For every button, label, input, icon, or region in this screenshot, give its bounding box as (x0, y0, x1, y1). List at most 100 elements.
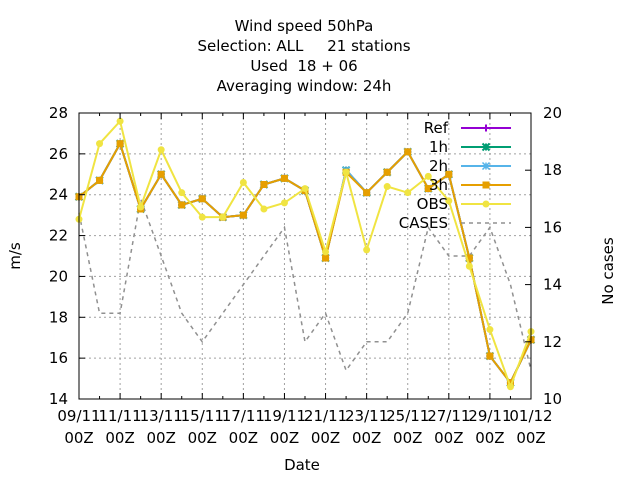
data-point-3h (198, 195, 206, 203)
data-point-obs (137, 203, 145, 211)
title-line-3: Used 18 + 06 (250, 57, 357, 75)
x-tick-label-time: 00Z (64, 429, 93, 447)
grid (78, 112, 532, 400)
data-point-obs (404, 189, 412, 197)
title-line-2: Selection: ALL 21 stations (197, 37, 410, 55)
x-tick-label: 01/12 (509, 407, 552, 425)
y-tick-label: 24 (49, 186, 68, 204)
x-tick-label: 19/11 (263, 407, 306, 425)
legend-marker-2h (481, 161, 491, 171)
series-line-ref (78, 141, 532, 385)
data-point-3h (178, 201, 186, 209)
y-tick-label: 22 (49, 227, 68, 245)
legend-label-1h: 1h (429, 138, 448, 156)
data-point-obs (219, 213, 227, 221)
x-tick-label: 29/11 (468, 407, 511, 425)
data-point-3h (96, 176, 104, 184)
series-line-2h (78, 141, 532, 385)
x-tick-label-time: 00Z (352, 429, 381, 447)
series-line-cases (78, 195, 532, 372)
chart-title: Wind speed 50hPa Selection: ALL 21 stati… (197, 17, 410, 95)
data-point-3h (486, 352, 494, 360)
data-point-obs (506, 383, 514, 391)
series-layer (74, 117, 536, 391)
cases-series-layer (78, 195, 532, 372)
y-tick-label: 26 (49, 145, 68, 163)
series-3h (75, 140, 535, 387)
legend-label-3h: 3h (429, 176, 448, 194)
ticks: 09/11 00Z 11/11 00Z 13/11 00Z 15/11 00Z 17/11 00Z… (49, 104, 562, 447)
legend-marker-1h (481, 142, 491, 152)
data-point-obs (178, 189, 186, 197)
data-point-obs (486, 326, 494, 334)
data-point-3h (383, 168, 391, 176)
title-line-4: Averaging window: 24h (217, 77, 392, 95)
x-tick-label-time: 00Z (393, 429, 422, 447)
y2-tick-label: 14 (543, 276, 562, 294)
data-point-3h (157, 170, 165, 178)
series-line-1h (78, 141, 532, 385)
data-point-obs (198, 213, 206, 221)
x-tick-label: 11/11 (98, 407, 141, 425)
series-ref (75, 140, 535, 387)
y-tick-label: 14 (49, 390, 68, 408)
data-point-obs (260, 205, 268, 213)
data-point-obs (342, 168, 350, 176)
y-tick-label: 28 (49, 104, 68, 122)
y2-axis-label: No cases (599, 237, 617, 305)
x-tick-label-time: 00Z (146, 429, 175, 447)
data-point-3h (116, 140, 124, 148)
x-tick-label: 23/11 (345, 407, 388, 425)
data-point-3h (239, 211, 247, 219)
data-point-obs (445, 197, 453, 205)
data-point-3h (260, 181, 268, 188)
data-point-3h (424, 185, 432, 193)
data-point-obs (322, 248, 330, 256)
data-point-3h (322, 254, 330, 262)
x-tick-label: 13/11 (140, 407, 183, 425)
y-axis-label: m/s (6, 242, 24, 270)
legend-marker-ref (482, 124, 490, 132)
data-point-3h (363, 189, 371, 197)
data-point-obs (424, 172, 432, 180)
legend-label-2h: 2h (429, 157, 448, 175)
legend-label-cases: CASES (399, 214, 448, 232)
series-cases (78, 195, 532, 372)
series-obs (75, 117, 535, 391)
data-point-obs (116, 117, 124, 125)
data-point-obs (239, 178, 247, 186)
x-tick-label: 15/11 (181, 407, 224, 425)
data-point-obs (301, 185, 309, 193)
x-tick-label-time: 00Z (229, 429, 258, 447)
x-tick-label-time: 00Z (434, 429, 463, 447)
title-line-1: Wind speed 50hPa (235, 17, 374, 35)
data-point-3h (445, 170, 453, 178)
data-point-obs (96, 140, 104, 148)
legend-label-obs: OBS (417, 195, 448, 213)
x-tick-label: 21/11 (304, 407, 347, 425)
series-2h (74, 139, 536, 387)
y-tick-label: 18 (49, 308, 68, 326)
x-tick-label: 25/11 (386, 407, 429, 425)
y2-tick-label: 10 (543, 390, 562, 408)
data-point-obs (465, 262, 473, 270)
x-tick-label: 17/11 (222, 407, 265, 425)
y2-tick-label: 12 (543, 333, 562, 351)
data-point-3h (280, 174, 288, 182)
y2-tick-label: 20 (543, 104, 562, 122)
x-tick-label-time: 00Z (311, 429, 340, 447)
x-tick-label-time: 00Z (188, 429, 217, 447)
series-line-obs (78, 119, 532, 390)
x-tick-label: 27/11 (427, 407, 470, 425)
x-tick-label-time: 00Z (270, 429, 299, 447)
data-point-3h (465, 254, 473, 262)
y-tick-label: 20 (49, 267, 68, 285)
data-point-obs (157, 146, 165, 154)
x-tick-label: 09/11 (57, 407, 100, 425)
y2-tick-label: 18 (543, 161, 562, 179)
series-line-3h (78, 141, 532, 385)
legend-marker-3h (482, 181, 490, 189)
data-point-obs (383, 183, 391, 191)
